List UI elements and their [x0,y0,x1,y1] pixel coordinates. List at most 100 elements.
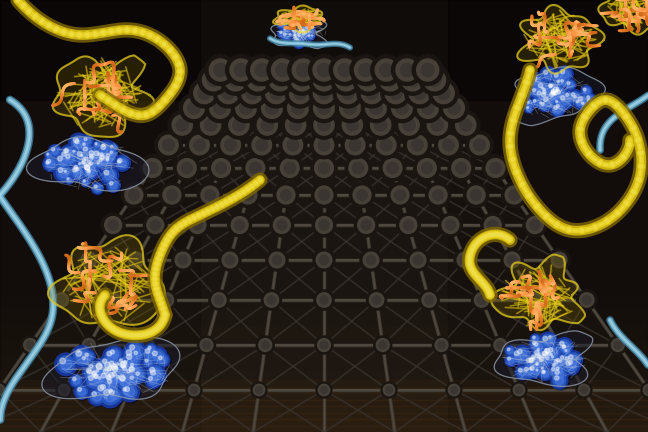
Circle shape [84,167,97,180]
Circle shape [551,356,556,360]
Circle shape [485,286,489,290]
Circle shape [535,346,544,356]
Circle shape [315,186,333,204]
Circle shape [121,364,126,368]
Circle shape [104,368,126,389]
Circle shape [580,140,583,143]
Circle shape [410,252,426,268]
Circle shape [98,153,112,167]
Circle shape [114,370,137,392]
Circle shape [553,222,560,228]
Circle shape [89,164,93,168]
Circle shape [561,96,570,105]
Circle shape [533,87,550,104]
Circle shape [554,255,564,265]
Polygon shape [280,70,303,80]
Circle shape [115,158,126,168]
Circle shape [96,151,115,169]
Polygon shape [324,345,389,390]
Circle shape [60,150,73,163]
Circle shape [43,156,59,172]
Circle shape [468,261,471,265]
Circle shape [40,19,43,23]
Circle shape [527,101,531,106]
Circle shape [586,97,598,110]
Circle shape [102,374,111,384]
Circle shape [308,31,311,35]
Circle shape [226,54,257,86]
Circle shape [49,145,62,158]
Circle shape [46,162,52,168]
Circle shape [543,88,548,94]
Circle shape [58,168,63,172]
Circle shape [561,344,571,354]
Circle shape [58,157,68,166]
Circle shape [81,356,90,365]
Circle shape [487,233,491,237]
Circle shape [100,156,104,159]
Circle shape [318,162,330,174]
Circle shape [417,59,439,81]
Circle shape [305,31,307,33]
Polygon shape [211,108,246,125]
Circle shape [516,387,522,394]
Circle shape [186,382,202,398]
Circle shape [135,112,142,118]
Circle shape [85,367,101,383]
Circle shape [75,167,78,171]
Circle shape [80,159,93,171]
Circle shape [261,290,281,310]
Circle shape [163,98,167,102]
Circle shape [133,368,147,383]
Circle shape [143,347,157,361]
Circle shape [281,111,310,139]
Circle shape [100,167,120,186]
Circle shape [273,73,286,86]
Circle shape [121,332,124,335]
Circle shape [172,249,194,271]
Circle shape [290,119,302,131]
Circle shape [148,346,151,349]
Circle shape [178,255,188,265]
Circle shape [486,159,505,178]
Circle shape [121,383,141,403]
Circle shape [123,332,127,336]
Circle shape [303,33,305,35]
Circle shape [80,161,100,180]
Circle shape [106,153,110,157]
Circle shape [102,31,105,35]
Circle shape [100,153,103,156]
Circle shape [532,357,535,360]
Circle shape [303,30,312,39]
Circle shape [157,325,160,329]
Circle shape [104,375,121,392]
Circle shape [79,159,90,170]
Circle shape [353,186,371,204]
Circle shape [266,249,288,271]
Circle shape [62,152,65,156]
Circle shape [487,292,493,298]
Circle shape [548,91,561,103]
Circle shape [82,161,84,164]
Circle shape [156,292,159,295]
Circle shape [527,293,541,307]
Circle shape [64,170,66,172]
Circle shape [86,166,95,175]
Circle shape [101,388,119,405]
Circle shape [148,365,163,380]
Circle shape [233,196,237,199]
Circle shape [292,59,314,81]
Circle shape [540,369,550,379]
Circle shape [532,356,538,362]
Bar [0,426,648,432]
Circle shape [161,41,167,48]
Circle shape [177,62,181,66]
Circle shape [556,79,563,86]
Circle shape [529,75,541,87]
Circle shape [74,138,84,148]
Circle shape [157,322,163,328]
Circle shape [478,238,482,241]
Circle shape [537,100,547,109]
Circle shape [555,89,561,94]
Circle shape [159,356,162,360]
